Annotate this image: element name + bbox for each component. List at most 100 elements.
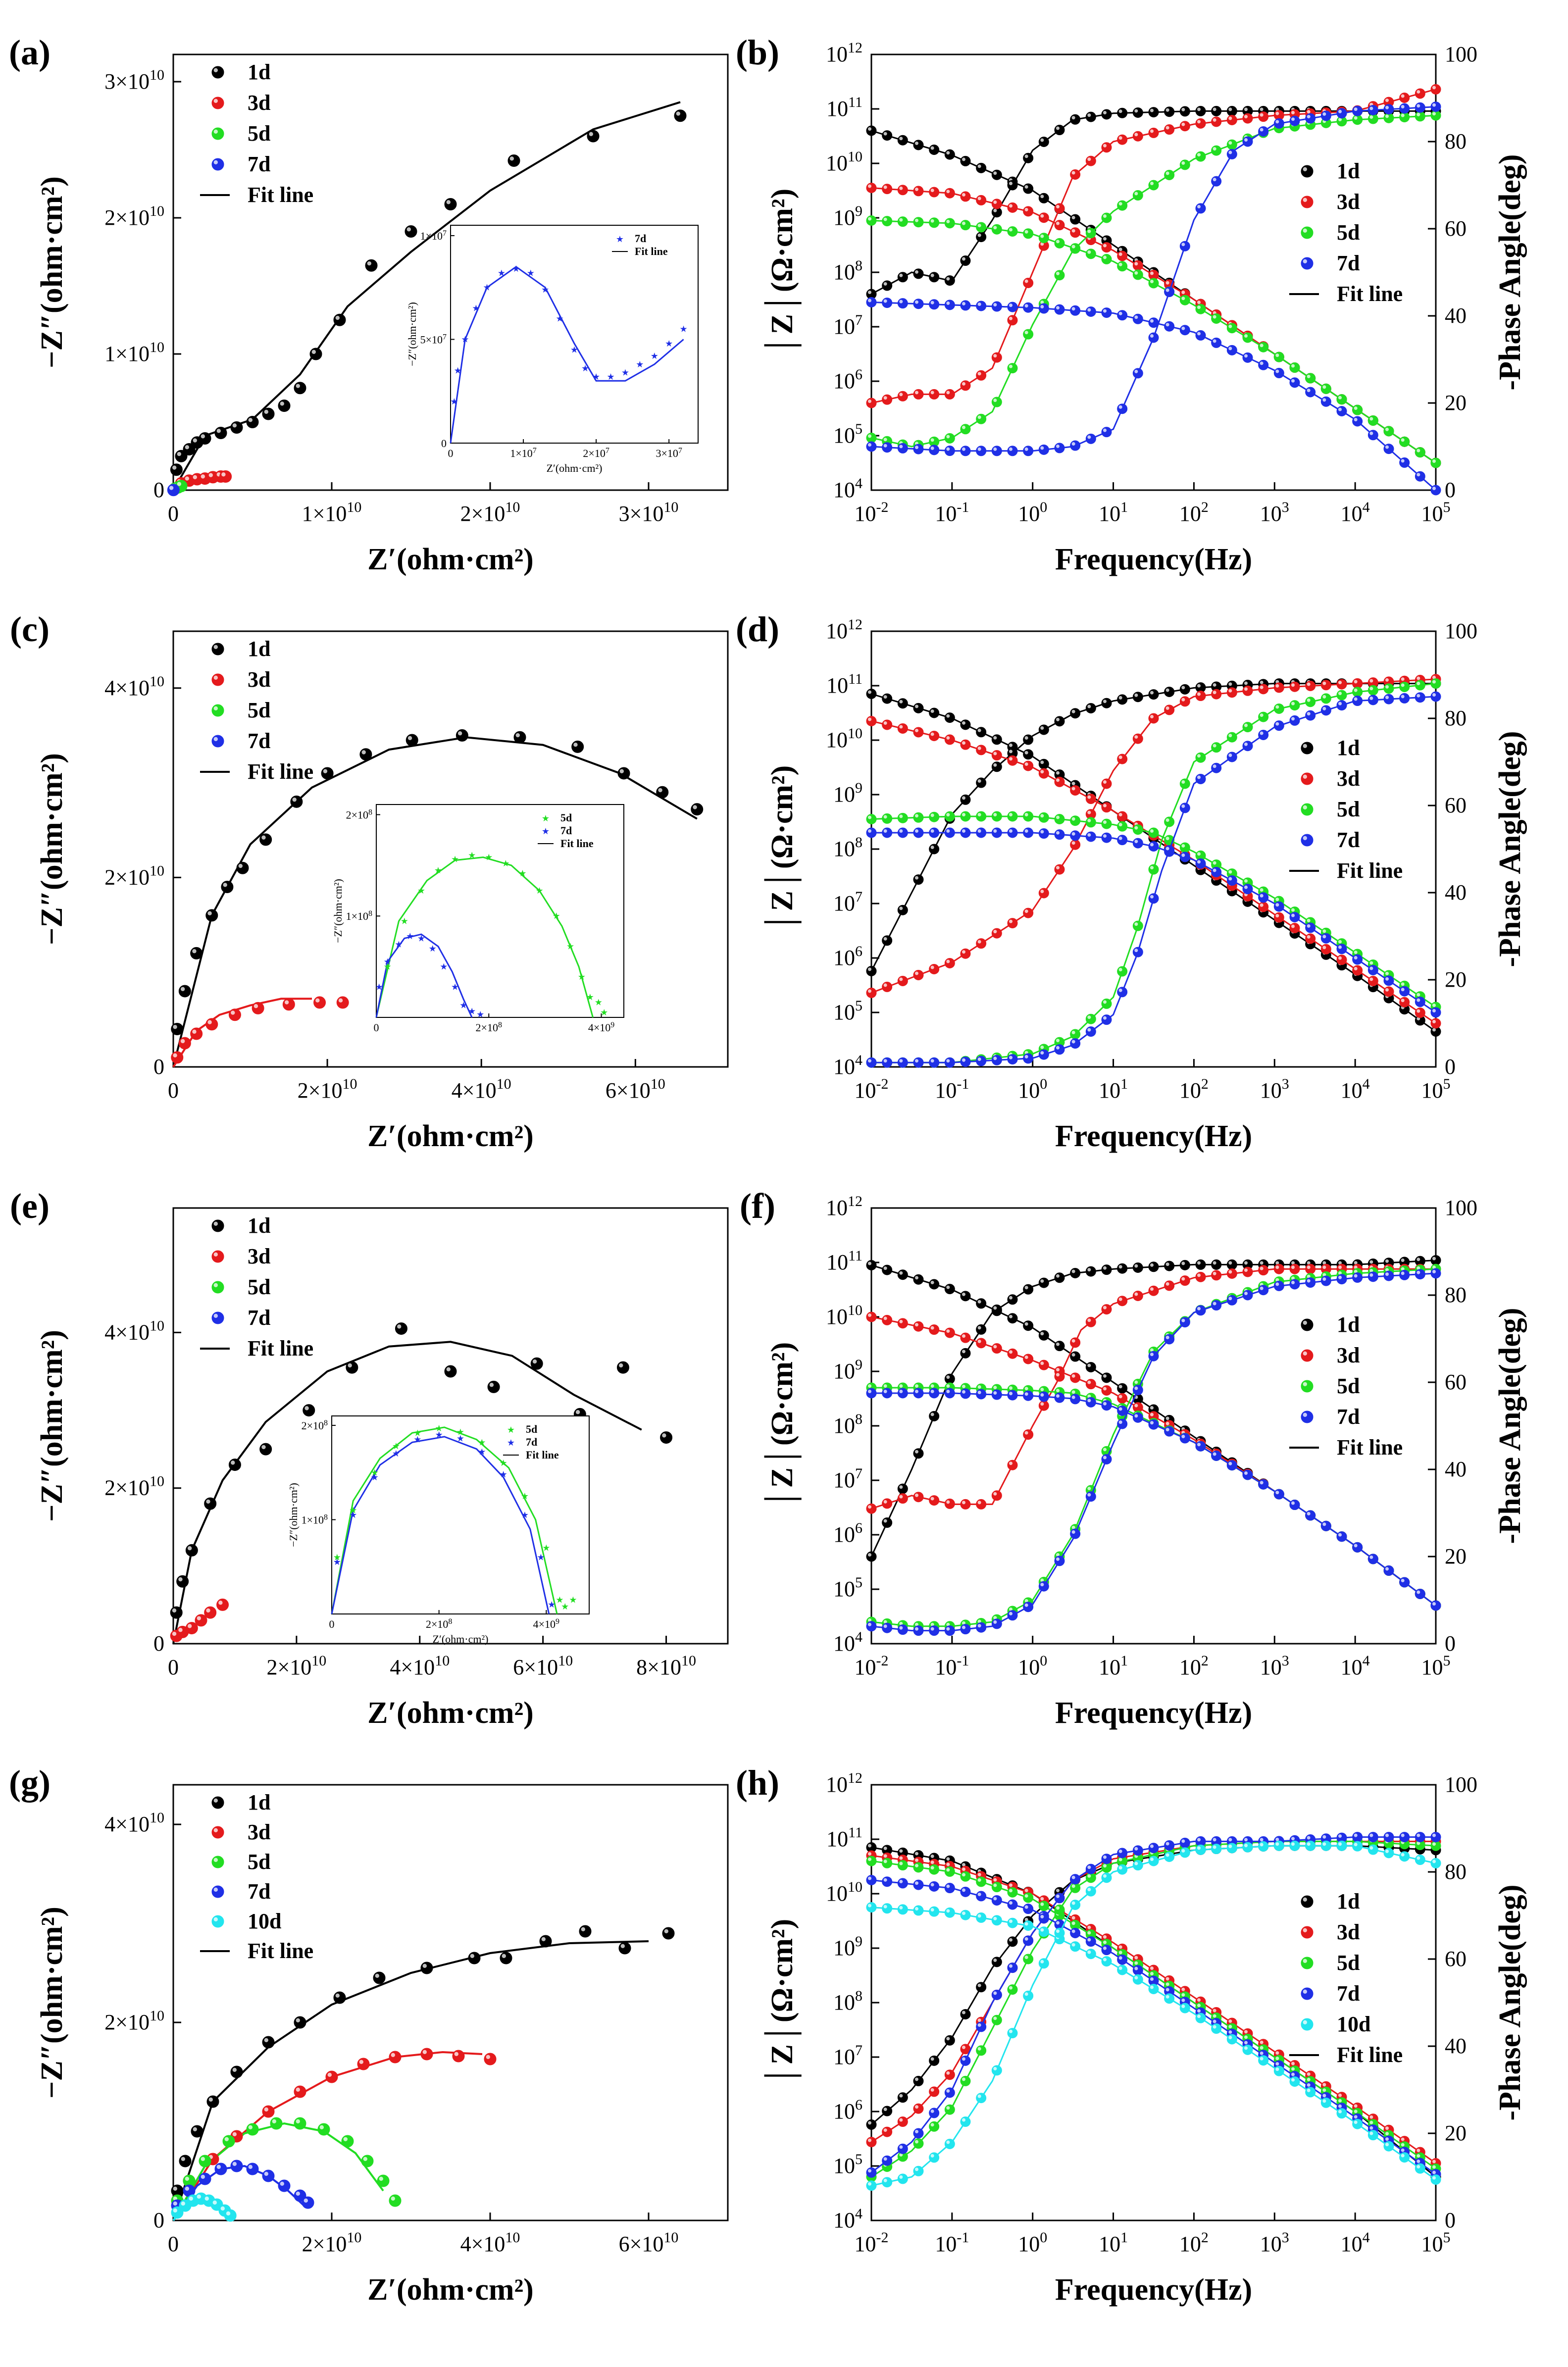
- panel-c: (c) 0 2×1010 4×1010 6×1010 0 2×1010 4×1010 Z′(oh…: [10, 609, 729, 1153]
- phase-point-7d: [882, 442, 893, 453]
- data-point-7d: [262, 2169, 275, 2182]
- phase-point-7d: [1242, 1290, 1253, 1301]
- phase-point-3d: [1007, 918, 1018, 929]
- modz-point-10d: [897, 1904, 908, 1915]
- phase-point-3d: [1273, 1263, 1284, 1274]
- modz-point-1d: [882, 130, 893, 141]
- phase-point-1d: [866, 289, 877, 300]
- modz-point-3d: [866, 183, 877, 193]
- modz-point-1d: [991, 169, 1002, 180]
- panel-label: (c): [10, 609, 50, 649]
- data-point-3d: [252, 1002, 264, 1014]
- modz-point-5d: [1117, 821, 1128, 832]
- modz-point-7d: [1148, 1419, 1159, 1430]
- inset-data-point-7d: ★: [435, 1430, 443, 1440]
- inset-y-tick-label: 0: [441, 437, 447, 450]
- plot-frame: [172, 630, 729, 1068]
- data-point-1d: [294, 2016, 306, 2029]
- panel-label: (g): [9, 1763, 51, 1803]
- phase-point-3d: [1242, 685, 1253, 696]
- phase-point-7d: [1415, 1269, 1425, 1280]
- legend-label-1d: 1d: [248, 1790, 270, 1814]
- inset-data-point-5d: ★: [485, 852, 493, 862]
- y-tick-label: 107: [833, 312, 862, 339]
- x-tick-label: 0: [168, 1655, 179, 1679]
- phase-point-7d: [944, 1057, 955, 1068]
- y-tick-label: 1011: [826, 1248, 862, 1274]
- modz-point-5d: [913, 217, 924, 228]
- data-point-1d: [199, 432, 211, 445]
- y-tick-label: 1010: [826, 1302, 862, 1329]
- data-point-1d: [321, 767, 334, 780]
- modz-point-7d: [1070, 1927, 1081, 1938]
- data-point-1d: [178, 985, 191, 998]
- phase-point-7d: [976, 2021, 987, 2032]
- phase-point-7d: [960, 1057, 971, 1067]
- phase-point-1d: [913, 268, 924, 279]
- phase-point-5d: [991, 397, 1002, 407]
- inset-legend-label-Fit-line: Fit line: [526, 1449, 559, 1461]
- inset-x-axis-label: Z′(ohm·cm²): [433, 1633, 489, 1645]
- phase-point-7d: [1023, 1602, 1034, 1612]
- phase-point-10d: [1023, 1990, 1034, 2001]
- modz-point-10d: [1320, 2097, 1331, 2108]
- modz-point-5d: [1038, 1901, 1049, 1912]
- modz-point-3d: [866, 716, 877, 726]
- phase-point-10d: [1007, 2028, 1018, 2039]
- phase-point-7d: [929, 1625, 940, 1636]
- x-tick-label: 10-2: [855, 1076, 889, 1103]
- modz-point-3d: [1070, 785, 1081, 796]
- legend-marker-3d: [211, 673, 224, 686]
- modz-point-7d: [1085, 1936, 1096, 1947]
- phase-point-1d: [960, 794, 971, 805]
- phase-point-7d: [1211, 1300, 1222, 1311]
- data-point-3d: [178, 1037, 191, 1050]
- inset-data-point-7d: ★: [476, 1009, 484, 1019]
- data-point-1d: [176, 1575, 189, 1588]
- phase-point-7d: [1101, 1014, 1112, 1025]
- y-tick-label: 0: [153, 478, 164, 502]
- panel-g: (g) 0 2×1010 4×1010 6×1010 0 2×1010 4×1010 Z′(oh…: [9, 1763, 729, 2307]
- modz-point-3d: [1007, 755, 1018, 766]
- modz-point-5d: [897, 1860, 908, 1871]
- data-point-1d: [359, 748, 372, 761]
- inset-data-point-7d: ★: [472, 303, 480, 313]
- fit-line-1d: [172, 1940, 649, 2221]
- phase-point-5d: [1054, 270, 1065, 281]
- phase-point-5d: [1399, 112, 1410, 123]
- legend-marker-7d: [1301, 257, 1314, 270]
- modz-point-10d: [1273, 2065, 1284, 2076]
- modz-point-1d: [944, 712, 955, 723]
- inset-data-point-5d: ★: [333, 1553, 341, 1562]
- y-axis-label: │Z│(Ω·cm²): [764, 1342, 802, 1510]
- legend-label-3d: 3d: [248, 91, 270, 115]
- y-tick-label: 107: [833, 889, 862, 915]
- modz-point-1d: [1023, 183, 1034, 194]
- modz-point-3d: [1289, 923, 1300, 933]
- y-tick-label: 1012: [826, 1193, 862, 1220]
- phase-point-7d: [1085, 433, 1096, 444]
- phase-point-1d: [1070, 1268, 1081, 1279]
- phase-point-7d: [1117, 1418, 1128, 1429]
- modz-point-5d: [1305, 373, 1316, 384]
- y-tick-label: 107: [833, 1465, 862, 1492]
- phase-point-1d: [960, 255, 971, 266]
- phase-point-1d: [1070, 114, 1081, 125]
- phase-point-7d: [1038, 444, 1049, 455]
- modz-point-3d: [1038, 1360, 1049, 1370]
- modz-point-7d: [1258, 359, 1269, 370]
- modz-point-7d: [1273, 901, 1284, 912]
- modz-point-5d: [944, 218, 955, 229]
- phase-point-1d: [1007, 1936, 1018, 1947]
- phase-point-5d: [1132, 190, 1143, 201]
- data-point-1d: [230, 2065, 243, 2078]
- modz-point-7d: [1070, 830, 1081, 841]
- modz-point-7d: [1038, 1391, 1049, 1402]
- modz-point-7d: [882, 827, 893, 838]
- y2-tick-label: 100: [1445, 1196, 1477, 1220]
- inset-data-point-7d: ★: [461, 334, 469, 344]
- phase-point-5d: [1195, 752, 1206, 763]
- phase-point-7d: [1195, 1305, 1206, 1316]
- phase-point-3d: [882, 981, 893, 992]
- modz-point-5d: [1132, 824, 1143, 835]
